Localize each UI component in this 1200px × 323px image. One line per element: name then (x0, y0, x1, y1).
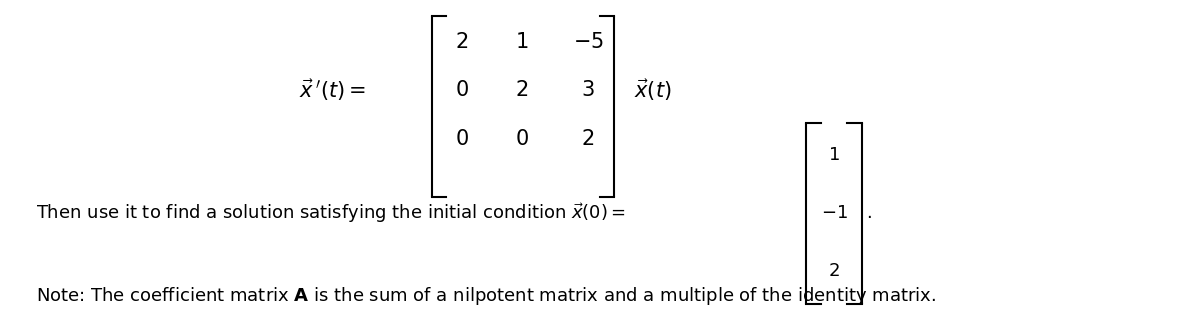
Text: Then use it to find a solution satisfying the initial condition $\vec{x}(0) = $: Then use it to find a solution satisfyin… (36, 201, 626, 225)
Text: $2$: $2$ (582, 129, 594, 149)
Text: $0$: $0$ (455, 129, 469, 149)
Text: $1$: $1$ (515, 32, 529, 52)
Text: .: . (866, 204, 872, 222)
Text: $2$: $2$ (516, 80, 528, 100)
Text: $2$: $2$ (456, 32, 468, 52)
Text: $1$: $1$ (828, 146, 840, 164)
Text: $2$: $2$ (828, 262, 840, 280)
Text: Note: The coefficient matrix $\mathbf{A}$ is the sum of a nilpotent matrix and a: Note: The coefficient matrix $\mathbf{A}… (36, 285, 936, 307)
Text: $-5$: $-5$ (572, 32, 604, 52)
Text: $\vec{x}\,{}^{\prime}(t) = $: $\vec{x}\,{}^{\prime}(t) = $ (299, 78, 366, 103)
Text: $-1$: $-1$ (821, 204, 847, 222)
Text: $0$: $0$ (455, 80, 469, 100)
Text: $0$: $0$ (515, 129, 529, 149)
Text: $3$: $3$ (581, 80, 595, 100)
Text: $\vec{x}(t)$: $\vec{x}(t)$ (634, 78, 671, 103)
